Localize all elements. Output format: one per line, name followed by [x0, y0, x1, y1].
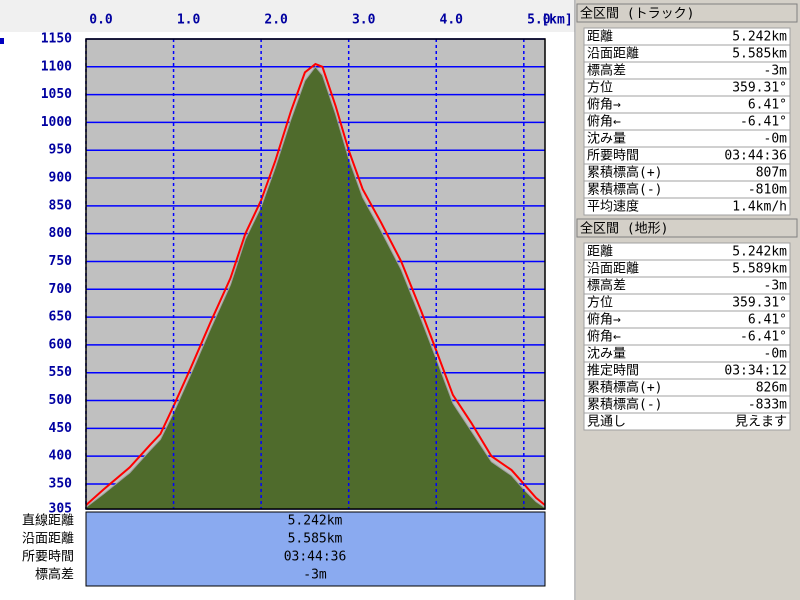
y-tick-label: 600: [49, 337, 73, 352]
track-line: [85, 62, 546, 506]
y-tick-label: 850: [49, 198, 73, 213]
row-label: 所要時間: [587, 149, 639, 164]
y-tick-label: 1150: [41, 32, 72, 47]
y-tick-label: 500: [49, 393, 73, 408]
y-tick-label: 450: [49, 421, 73, 436]
row-label: 見通し: [587, 415, 626, 430]
terrain-area: [85, 66, 546, 510]
row-label: 累積標高(-): [587, 182, 662, 198]
row-value: 5.589km: [732, 262, 787, 277]
row-value: 359.31°: [732, 296, 787, 311]
summary-box: [85, 511, 546, 587]
row-value: -6.41°: [740, 115, 787, 130]
y-tick-label: 650: [49, 310, 73, 325]
row-label: 沈み量: [587, 347, 626, 362]
row-label: 沿面距離: [587, 262, 639, 277]
y-tick-label: 1100: [41, 59, 72, 74]
row-value: -810m: [748, 183, 787, 198]
row-label: 沿面距離: [587, 47, 639, 62]
panel-title: 全区間 (トラック): [580, 6, 694, 22]
y-tick-label: 700: [49, 282, 73, 297]
x-tick-label: 4.0: [440, 13, 464, 28]
row-value: -6.41°: [740, 330, 787, 345]
row-value: -833m: [748, 398, 787, 413]
panel-row: [583, 412, 791, 431]
row-label: 方位: [587, 295, 613, 311]
top-axis-bar: [0, 0, 575, 32]
y-tick-label: 800: [49, 226, 73, 241]
row-label: 平均速度: [587, 199, 639, 215]
row-label: 俯角←: [587, 114, 621, 130]
x-tick-label: 3.0: [352, 13, 376, 28]
row-label: 累積標高(+): [587, 380, 662, 396]
row-label: 距離: [587, 245, 613, 260]
row-value: 6.41°: [748, 313, 787, 328]
x-tick-label: 2.0: [264, 13, 288, 28]
row-value: 5.242km: [732, 245, 787, 260]
y-tick-label: 900: [49, 171, 73, 186]
row-label: 標高差: [587, 63, 626, 79]
row-value: 6.41°: [748, 98, 787, 113]
y-tick-label: 305: [49, 502, 72, 517]
x-tick-label: 1.0: [177, 13, 201, 28]
summary-value: -3m: [303, 568, 327, 583]
row-value: 5.585km: [732, 47, 787, 62]
row-value: 1.4km/h: [732, 200, 787, 215]
row-value: 03:34:12: [724, 364, 787, 379]
row-label: 距離: [587, 30, 613, 45]
y-tick-label: 1050: [41, 87, 72, 102]
summary-value: 5.242km: [288, 514, 343, 529]
row-label: 累積標高(+): [587, 165, 662, 181]
y-tick-label: 950: [49, 143, 73, 158]
y-tick-label: 350: [49, 476, 73, 491]
y-tick-label: 750: [49, 254, 73, 269]
row-value: -3m: [764, 279, 788, 294]
marker: [0, 38, 4, 44]
summary-value: 5.585km: [288, 532, 343, 547]
summary-value: 03:44:36: [284, 550, 347, 565]
summary-label: 標高差: [35, 567, 74, 583]
x-unit: [km]: [541, 13, 572, 28]
row-label: 沈み量: [587, 132, 626, 147]
row-value: 807m: [756, 166, 787, 181]
row-value: -3m: [764, 64, 788, 79]
plot-frame: [85, 38, 546, 510]
row-value: 見えます: [735, 415, 787, 430]
summary-label: 直線距離: [22, 513, 74, 529]
summary-label: 沿面距離: [22, 532, 74, 547]
panel-title: 全区間 (地形): [580, 221, 668, 237]
y-tick-label: 1000: [41, 115, 72, 130]
y-tick-label: 400: [49, 449, 73, 464]
x-tick-label: 0.0: [89, 13, 113, 28]
row-label: 標高差: [587, 278, 626, 294]
summary-label: 所要時間: [22, 550, 74, 565]
panel-row: [583, 197, 791, 216]
row-label: 俯角→: [587, 97, 621, 113]
y-tick-label: 550: [49, 365, 73, 380]
row-value: 359.31°: [732, 81, 787, 96]
row-label: 推定時間: [587, 364, 639, 379]
row-value: 03:44:36: [724, 149, 787, 164]
x-tick-label: 5.0: [527, 13, 551, 28]
row-label: 方位: [587, 80, 613, 96]
row-label: 俯角→: [587, 312, 621, 328]
row-value: 5.242km: [732, 30, 787, 45]
row-value: 826m: [756, 381, 787, 396]
panel-header: [576, 3, 798, 23]
row-label: 累積標高(-): [587, 397, 662, 413]
row-value: -0m: [764, 347, 788, 362]
row-label: 俯角←: [587, 329, 621, 345]
panel-header: [576, 218, 798, 238]
row-value: -0m: [764, 132, 788, 147]
